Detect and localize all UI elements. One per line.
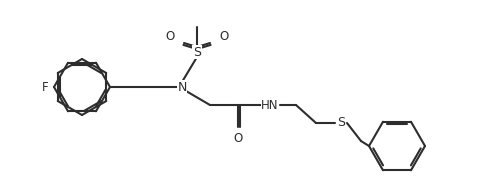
Text: O: O [233, 132, 243, 145]
Text: S: S [193, 46, 201, 58]
Text: S: S [337, 116, 345, 129]
Text: O: O [219, 30, 228, 42]
Text: HN: HN [261, 98, 279, 111]
Text: N: N [177, 80, 187, 93]
Text: O: O [166, 30, 175, 42]
Text: F: F [41, 80, 48, 93]
